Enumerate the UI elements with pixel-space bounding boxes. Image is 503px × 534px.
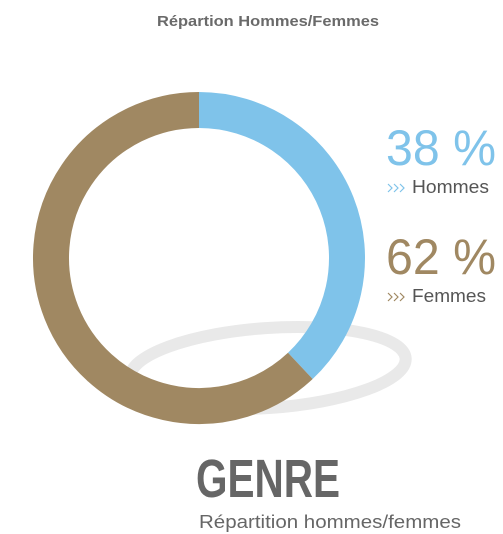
legend-chevron: [387, 183, 393, 193]
donut-segment: [33, 92, 313, 424]
donut-segment: [198, 92, 365, 379]
caption: GENRE: [196, 449, 340, 509]
legend-chevron: [393, 292, 399, 302]
legend-chevron: [393, 183, 399, 193]
legend-chevron: [399, 183, 405, 193]
chart-title: Répartion Hommes/Femmes: [157, 13, 379, 30]
donut: [33, 92, 365, 424]
legend-label: Hommes: [412, 177, 489, 197]
subcaption: Répartition hommes/femmes: [199, 512, 461, 532]
value-label: 62 %: [386, 229, 496, 285]
legend: 38 %Hommes 62 %Femmes: [386, 120, 496, 306]
legend-chevron: [387, 292, 393, 302]
value-label: 38 %: [386, 120, 496, 176]
legend-label: Femmes: [412, 286, 486, 306]
legend-chevron: [399, 292, 405, 302]
